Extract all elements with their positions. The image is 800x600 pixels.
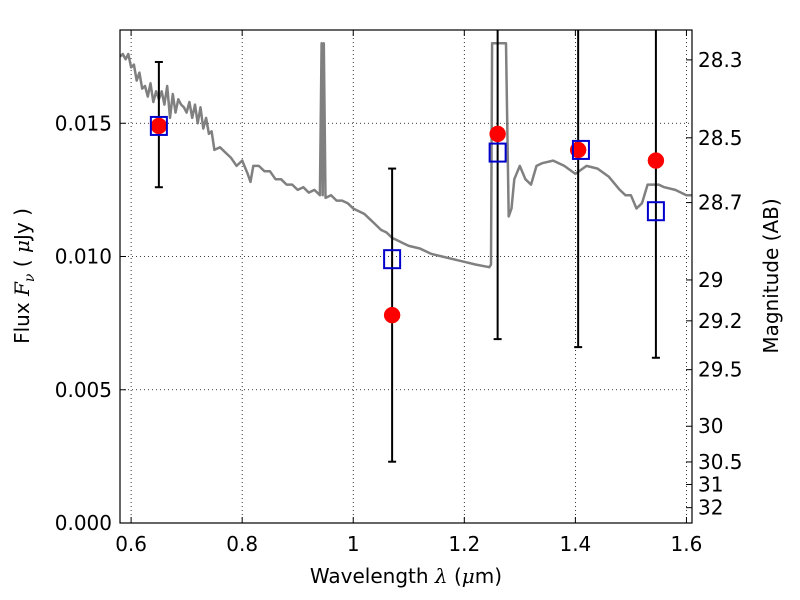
axes-frame bbox=[119, 29, 693, 524]
model-photometry-marker bbox=[383, 249, 402, 270]
observed-point bbox=[383, 306, 401, 324]
y2-tick-label: 28.3 bbox=[698, 48, 743, 72]
y2-tick-label: 29.5 bbox=[698, 358, 743, 382]
x-tick-label: 1.2 bbox=[448, 532, 480, 556]
y-tick-label: 0.015 bbox=[55, 111, 112, 135]
spectrum-line bbox=[120, 42, 692, 269]
grid bbox=[120, 30, 692, 523]
x-tick-label: 1 bbox=[347, 532, 360, 556]
y-axis-title: Flux Fν ( μJy ) bbox=[10, 208, 38, 344]
y2-tick-label: 28.5 bbox=[698, 126, 743, 150]
x-axis-title: Wavelength λ (μm) bbox=[310, 564, 502, 588]
x-tick-label: 0.8 bbox=[226, 532, 258, 556]
y2-tick-label: 30 bbox=[698, 414, 723, 438]
y2-tick-label: 31 bbox=[698, 472, 723, 496]
x-tick-label: 0.6 bbox=[115, 532, 147, 556]
observed-point bbox=[489, 125, 506, 143]
y2-tick-label: 28.7 bbox=[698, 191, 743, 215]
model-photometry-marker bbox=[646, 201, 665, 222]
y-tick-label: 0.000 bbox=[55, 511, 112, 535]
observed-point bbox=[647, 152, 665, 169]
x-tick-label: 1.6 bbox=[671, 532, 703, 556]
plot-area bbox=[120, 30, 692, 463]
model-photometry-marker bbox=[488, 142, 507, 163]
y2-tick-label: 30.5 bbox=[698, 450, 743, 474]
axis-ticks: 0.6 0.8 1 1.2 1.4 1.6 0.000 0.005 0.010 0.015 28.3… bbox=[55, 30, 743, 556]
y2-tick-label: 29.2 bbox=[698, 309, 743, 333]
x-tick-label: 1.4 bbox=[559, 532, 591, 556]
y2-axis-title: Magnitude (AB) bbox=[759, 198, 783, 353]
observed-point bbox=[150, 117, 168, 135]
model-photometry-marker bbox=[571, 139, 590, 160]
y2-tick-label: 32 bbox=[698, 496, 723, 520]
model-photometry-marker bbox=[149, 115, 168, 136]
y-tick-label: 0.005 bbox=[55, 378, 112, 402]
y-tick-label: 0.010 bbox=[55, 245, 112, 269]
y2-tick-label: 29 bbox=[698, 268, 723, 292]
